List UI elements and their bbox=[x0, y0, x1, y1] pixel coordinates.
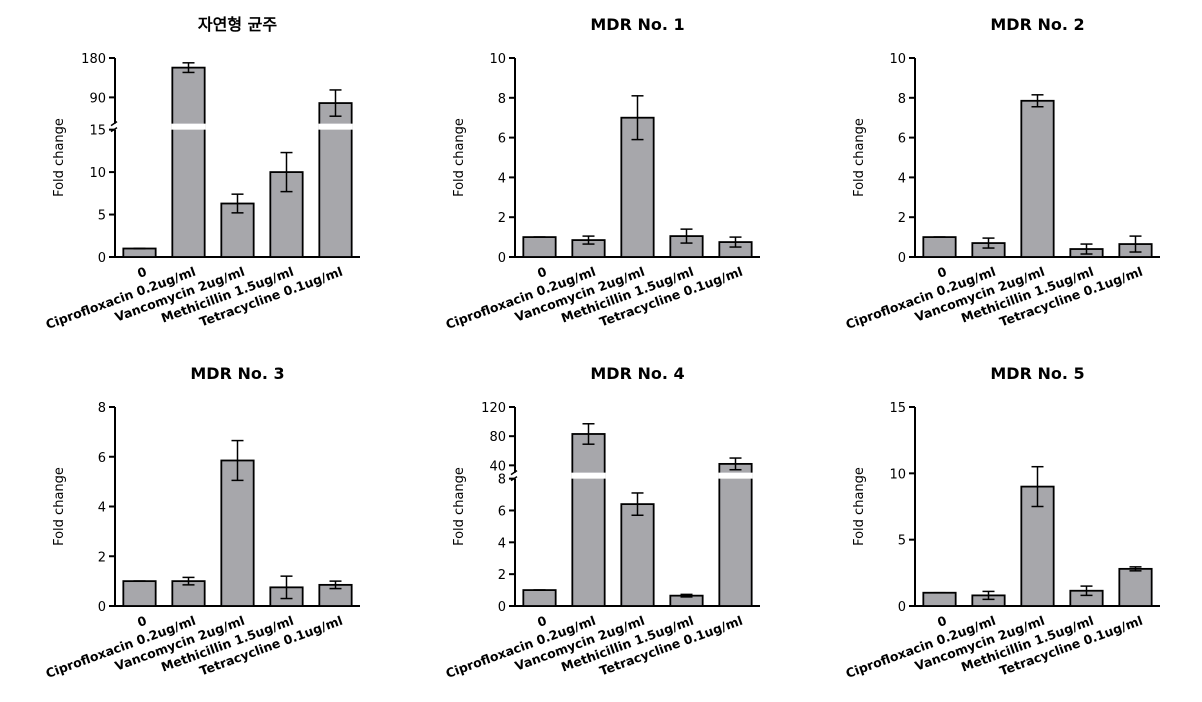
y-tick-label: 90 bbox=[89, 91, 106, 106]
y-tick-label: 180 bbox=[81, 52, 106, 67]
y-axis-label: Fold change bbox=[452, 118, 467, 197]
x-tick-label: 0 bbox=[935, 613, 949, 630]
bar bbox=[571, 433, 606, 607]
bar bbox=[220, 459, 255, 607]
bar bbox=[171, 66, 206, 258]
y-tick-label: 4 bbox=[498, 536, 506, 551]
y-tick-label: 0 bbox=[498, 600, 506, 615]
y-tick-label: 4 bbox=[98, 501, 106, 516]
y-tick-label: 8 bbox=[98, 401, 106, 416]
y-tick-label: 0 bbox=[898, 251, 906, 266]
y-tick-label: 40 bbox=[489, 459, 506, 474]
axis-break bbox=[110, 121, 118, 127]
y-tick-label: 80 bbox=[489, 430, 506, 445]
y-tick-label: 10 bbox=[489, 52, 506, 67]
x-tick-label: 0 bbox=[135, 613, 149, 630]
x-tick-label: 0 bbox=[535, 264, 549, 281]
y-tick-label: 120 bbox=[481, 401, 506, 416]
chart-title: MDR No. 2 bbox=[990, 15, 1084, 34]
y-tick-label: 15 bbox=[889, 401, 906, 416]
y-tick-label: 5 bbox=[98, 209, 106, 224]
bar bbox=[522, 589, 557, 607]
chart-title: 자연형 균주 bbox=[198, 15, 277, 34]
y-tick-label: 6 bbox=[498, 504, 506, 519]
y-tick-label: 2 bbox=[498, 211, 506, 226]
y-tick-label: 10 bbox=[889, 52, 906, 67]
bar-break bbox=[718, 472, 753, 479]
y-tick-label: 2 bbox=[98, 550, 106, 565]
bar bbox=[718, 462, 753, 607]
y-tick-label: 6 bbox=[498, 132, 506, 147]
x-tick-label: 0 bbox=[135, 264, 149, 281]
bar bbox=[1020, 99, 1055, 258]
y-axis-label: Fold change bbox=[52, 118, 67, 197]
y-tick-label: 5 bbox=[898, 534, 906, 549]
axis-break bbox=[510, 470, 518, 476]
bar bbox=[122, 247, 157, 258]
y-tick-label: 0 bbox=[98, 600, 106, 615]
bar bbox=[1118, 567, 1153, 607]
y-tick-label: 8 bbox=[898, 92, 906, 107]
x-tick-label: 0 bbox=[935, 264, 949, 281]
y-tick-label: 10 bbox=[889, 467, 906, 482]
y-axis-label: Fold change bbox=[852, 118, 867, 197]
bar bbox=[922, 591, 957, 607]
y-tick-label: 6 bbox=[98, 451, 106, 466]
bar bbox=[620, 503, 655, 607]
bar bbox=[122, 580, 157, 607]
y-tick-label: 0 bbox=[98, 251, 106, 266]
x-tick-label: 0 bbox=[535, 613, 549, 630]
y-tick-label: 15 bbox=[89, 124, 106, 139]
bar-break bbox=[318, 123, 353, 130]
bar bbox=[922, 236, 957, 258]
y-tick-label: 2 bbox=[498, 568, 506, 583]
y-tick-label: 4 bbox=[898, 171, 906, 186]
y-tick-label: 2 bbox=[898, 211, 906, 226]
y-axis-label: Fold change bbox=[52, 467, 67, 546]
bar bbox=[620, 116, 655, 258]
y-tick-label: 10 bbox=[89, 166, 106, 181]
bar-break bbox=[571, 472, 606, 479]
y-tick-label: 0 bbox=[498, 251, 506, 266]
y-tick-label: 0 bbox=[898, 600, 906, 615]
y-tick-label: 8 bbox=[498, 92, 506, 107]
chart-title: MDR No. 1 bbox=[590, 15, 684, 34]
y-tick-label: 4 bbox=[498, 171, 506, 186]
bar bbox=[522, 236, 557, 258]
y-axis-label: Fold change bbox=[452, 467, 467, 546]
chart-title: MDR No. 5 bbox=[990, 364, 1084, 383]
chart-title: MDR No. 4 bbox=[590, 364, 684, 383]
y-axis-label: Fold change bbox=[852, 467, 867, 546]
y-tick-label: 8 bbox=[498, 473, 506, 488]
chart-title: MDR No. 3 bbox=[190, 364, 284, 383]
y-tick-label: 6 bbox=[898, 132, 906, 147]
bar-break bbox=[171, 123, 206, 130]
